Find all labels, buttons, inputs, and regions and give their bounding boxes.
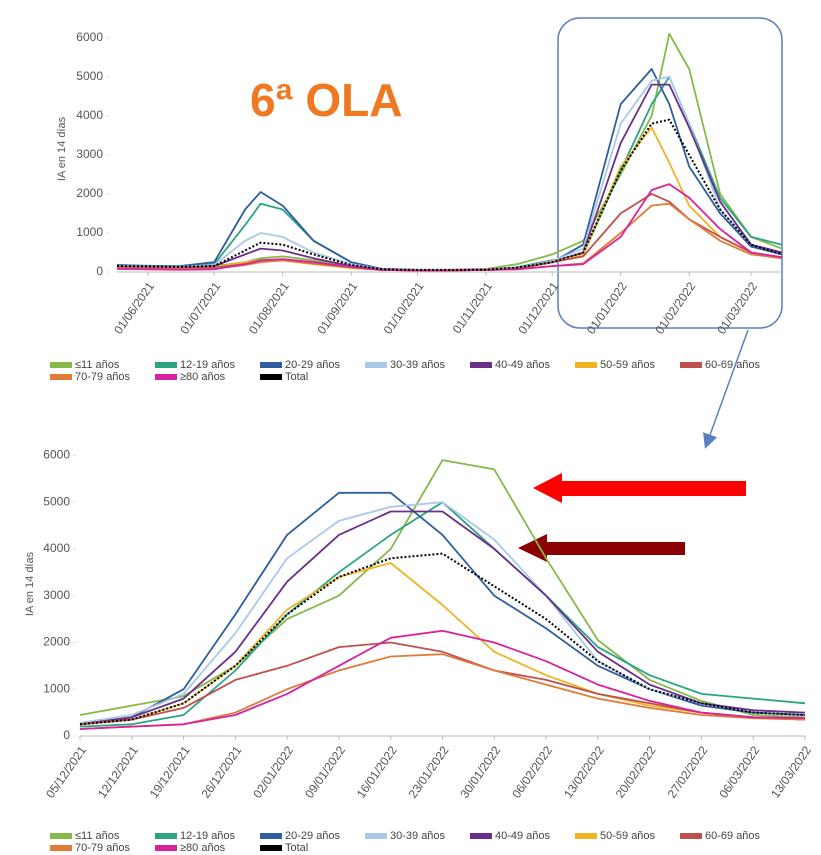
y-tick-label: 1000 [76,225,103,239]
series-line [79,629,806,730]
series-line [79,459,806,719]
legend-swatch [575,362,597,368]
y-tick-label: 2000 [43,635,70,649]
legend-swatch [260,362,282,368]
y-tick-label: 5000 [43,494,70,508]
legend-swatch [155,362,177,368]
legend-label: 50-59 años [600,359,656,371]
y-tick-label: 4000 [76,108,103,122]
darkred-arrow [518,534,685,562]
x-tick-label: 01/12/2021 [515,279,561,336]
series-line [116,68,783,271]
y-tick-label: 4000 [43,541,70,555]
x-tick-label: 26/12/2021 [198,743,244,800]
legend-label: 50-59 años [600,830,656,842]
legend-label: Total [285,842,308,854]
legend-swatch [470,833,492,839]
legend-label: Total [285,371,308,383]
x-tick-label: 01/06/2021 [111,279,157,336]
x-tick-label: 01/07/2021 [177,279,223,336]
legend-label: ≥80 años [180,842,226,854]
legend-label: 40-49 años [495,359,551,371]
legend-swatch [680,362,702,368]
series-line [79,510,806,726]
legend-label: 12-19 años [180,359,236,371]
legend-swatch [50,845,72,851]
legend-swatch [155,374,177,380]
legend-swatch [155,845,177,851]
x-tick-label: 23/01/2022 [406,743,452,800]
x-tick-label: 09/01/2022 [302,743,348,800]
x-tick-label: 20/02/2022 [613,743,659,800]
legend-label: ≤11 años [75,359,120,371]
y-tick-label: 6000 [76,30,103,44]
legend-swatch [260,374,282,380]
legend-label: 20-29 años [285,359,341,371]
legend-label: 60-69 años [705,830,761,842]
zoom-box [557,17,783,329]
x-tick-label: 30/01/2022 [457,743,503,800]
legend-label: 30-39 años [390,830,446,842]
series-line [79,491,806,726]
y-axis-label: IA en 14 días [24,551,36,616]
legend-label: 70-79 años [75,371,131,383]
x-tick-label: 06/03/2022 [716,743,762,800]
legend-label: 60-69 años [705,359,761,371]
x-tick-label: 19/12/2021 [147,743,193,800]
x-tick-label: 01/10/2021 [381,279,427,336]
red-arrow [533,473,746,503]
y-tick-label: 3000 [76,147,103,161]
legend-label: 20-29 años [285,830,341,842]
legend-swatch [50,362,72,368]
x-tick-label: 13/03/2022 [768,743,814,800]
y-axis-label: IA en 14 días [56,116,68,181]
y-tick-label: 5000 [76,69,103,83]
wave-label: 6ª OLA [250,74,403,126]
x-tick-label: 05/12/2021 [43,743,89,800]
legend-swatch [260,833,282,839]
legend-swatch [365,362,387,368]
legend-swatch [260,845,282,851]
legend-swatch [575,833,597,839]
legend-swatch [470,362,492,368]
series-line [79,501,806,724]
legend-label: 30-39 años [390,359,446,371]
x-tick-label: 13/02/2022 [561,743,607,800]
y-tick-label: 0 [63,728,70,742]
legend-swatch [50,374,72,380]
legend-swatch [365,833,387,839]
x-tick-label: 27/02/2022 [665,743,711,800]
series-line [116,118,783,271]
series-line [116,32,783,271]
series-line [116,126,783,272]
x-tick-label: 06/02/2022 [509,743,555,800]
y-tick-label: 1000 [43,681,70,695]
series-line [116,83,783,272]
x-tick-label: 12/12/2021 [95,743,141,800]
x-tick-label: 02/01/2022 [250,743,296,800]
y-tick-label: 3000 [43,588,70,602]
x-tick-label: 01/09/2021 [314,279,360,336]
legend-label: 70-79 años [75,842,131,854]
y-tick-label: 6000 [43,448,70,462]
x-tick-label: 01/08/2021 [246,279,292,336]
legend-swatch [680,833,702,839]
series-line [116,75,783,271]
legend-swatch [50,833,72,839]
legend-label: 12-19 años [180,830,236,842]
x-tick-label: 01/11/2021 [450,279,496,336]
y-tick-label: 2000 [76,186,103,200]
legend-label: 40-49 años [495,830,551,842]
legend-swatch [155,833,177,839]
legend-label: ≤11 años [75,830,120,842]
x-tick-label: 16/01/2022 [354,743,400,800]
y-tick-label: 0 [96,264,103,278]
zoom-arrow [703,329,749,449]
legend-label: ≥80 años [180,371,226,383]
